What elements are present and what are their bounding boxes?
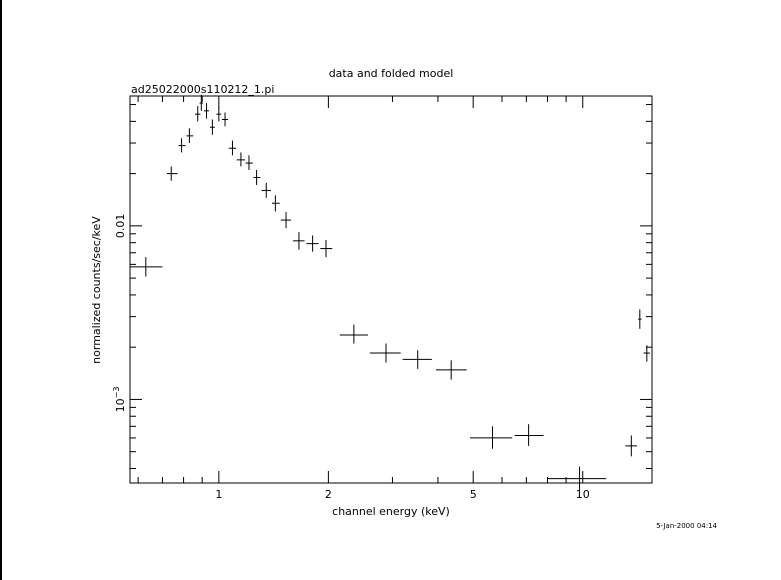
y-tick-label: 10−3 [112, 387, 127, 413]
data-point [293, 232, 305, 250]
y-tick-labels: 10−3 0.01 [112, 214, 127, 413]
data-point [638, 309, 642, 329]
data-point [261, 182, 271, 198]
data-point [547, 466, 607, 491]
data-point [280, 212, 292, 229]
data-point [514, 424, 544, 446]
data-point [186, 128, 194, 144]
data-point [245, 155, 253, 170]
plot-frame [129, 95, 653, 484]
x-tick-labels: 1 2 5 10 [215, 488, 589, 501]
data-point [203, 103, 210, 119]
data-point [221, 112, 229, 127]
y-tick-label: 0.01 [114, 214, 127, 239]
data-point [643, 345, 650, 362]
data-point [369, 343, 401, 363]
data-point [320, 239, 333, 258]
chart-subtitle: ad25022000s110212_1.pi [131, 83, 274, 96]
plot-timestamp: 5-Jan-2000 04:14 [656, 522, 717, 530]
x-tick-label: 10 [576, 488, 590, 501]
data-point [199, 94, 204, 111]
data-point [402, 350, 432, 369]
data-point [306, 235, 319, 252]
data-point [236, 152, 245, 167]
chart-title: data and folded model [329, 67, 454, 80]
window-left-edge [0, 0, 2, 580]
x-tick-label: 5 [470, 488, 477, 501]
x-axis-label: channel energy (keV) [332, 505, 450, 518]
data-point [216, 106, 222, 122]
data-point [470, 426, 513, 449]
y-tick-label-exponent: −3 [112, 387, 121, 399]
data-point [253, 169, 261, 185]
data-point [625, 435, 638, 457]
data-point [272, 195, 280, 212]
data-point [209, 119, 215, 135]
data-point [339, 324, 369, 344]
data-point [178, 138, 186, 153]
y-axis-label: normalized counts/sec/keV [90, 216, 103, 364]
data-point [435, 360, 467, 380]
data-point [228, 140, 237, 156]
data-point [195, 106, 201, 122]
data-point [130, 257, 163, 277]
axis-ticks [130, 96, 652, 483]
data-points [130, 94, 650, 491]
x-tick-label: 1 [215, 488, 222, 501]
x-tick-label: 2 [325, 488, 332, 501]
data-point [166, 166, 178, 181]
